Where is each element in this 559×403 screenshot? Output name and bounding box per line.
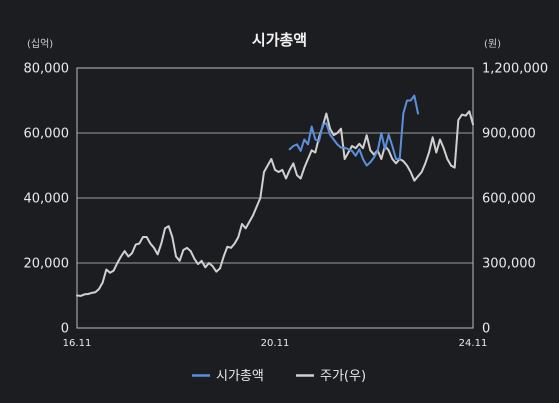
y-right-tick-label: 900,000 — [482, 127, 536, 142]
x-tick-label: 24.11 — [459, 338, 488, 349]
chart-title: 시가총액 — [252, 31, 307, 49]
y-right-tick-label: 0 — [482, 322, 490, 337]
series-line-stock-price — [76, 110, 474, 297]
series-line-market-cap — [288, 94, 419, 167]
y-left-tick-label: 0 — [61, 322, 69, 337]
y-left-tick-label: 60,000 — [24, 127, 70, 142]
left-axis-unit: (십억) — [27, 38, 53, 50]
x-tick-label: 16.11 — [63, 338, 92, 349]
y-left-tick-label: 40,000 — [24, 192, 70, 207]
gridlines — [77, 132, 473, 264]
right-axis-ticks: 0 300,000 600,000 900,000 1,200,000 — [482, 62, 548, 337]
y-right-tick-label: 1,200,000 — [482, 62, 548, 77]
left-axis-ticks: 0 20,000 40,000 60,000 80,000 — [24, 62, 70, 337]
y-right-tick-label: 300,000 — [482, 257, 536, 272]
plot-frame — [76, 67, 474, 329]
y-right-tick-label: 600,000 — [482, 192, 536, 207]
x-tick-label: 20.11 — [261, 338, 290, 349]
x-axis-ticks: 16.11 20.11 24.11 — [63, 338, 488, 349]
legend-label-stock-price: 주가(우) — [320, 369, 366, 384]
y-left-tick-label: 80,000 — [24, 62, 70, 77]
legend: 시가총액 주가(우) — [192, 369, 366, 384]
series-layer — [76, 94, 474, 297]
legend-label-market-cap: 시가총액 — [216, 369, 264, 384]
y-left-tick-label: 20,000 — [24, 257, 70, 272]
right-axis-unit: (원) — [484, 38, 501, 50]
